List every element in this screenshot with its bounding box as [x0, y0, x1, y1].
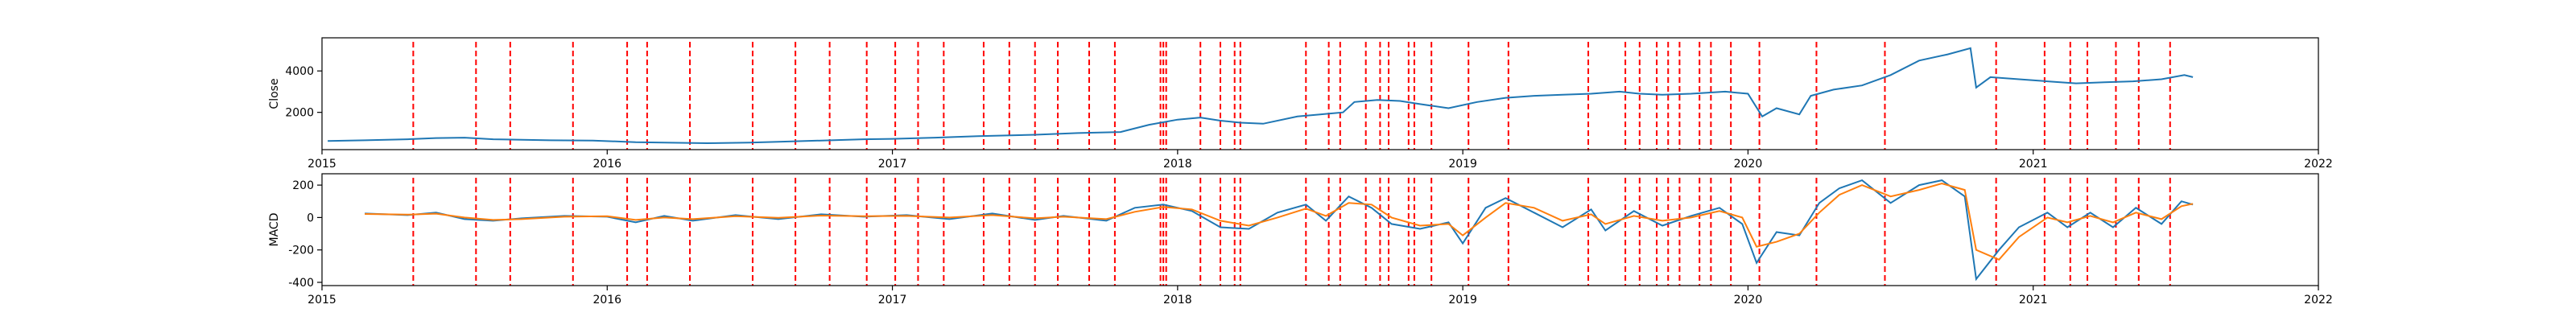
- x-tick-label: 2016: [592, 294, 621, 306]
- y-axis-label: MACD: [268, 213, 281, 247]
- axes-frame: [321, 173, 2319, 286]
- x-tick-label: 2022: [2304, 294, 2333, 306]
- close-price-panel: 2015 2016 2017 2018 2019 2020 2021 2022 2000 4000…: [268, 37, 2333, 171]
- x-tick-label: 2015: [308, 294, 336, 306]
- y-tick-label: 0: [307, 212, 314, 224]
- x-tick-label: 2015: [308, 158, 336, 171]
- series-line-0: [365, 179, 2194, 282]
- y-axis-label: Close: [268, 78, 281, 109]
- axes-frame: [321, 37, 2319, 150]
- y-tick-label: -200: [288, 245, 314, 257]
- x-tick-label: 2021: [2019, 294, 2048, 306]
- x-tick-label: 2019: [1448, 294, 1477, 306]
- x-tick-label: 2022: [2304, 158, 2333, 171]
- x-tick-label: 2016: [592, 158, 621, 171]
- x-tick-label: 2017: [878, 294, 907, 306]
- x-tick-label: 2020: [1734, 158, 1763, 171]
- y-tick-label: 2000: [285, 107, 314, 120]
- x-tick-label: 2019: [1448, 158, 1477, 171]
- x-tick-label: 2018: [1163, 294, 1192, 306]
- series-line-1: [365, 183, 2194, 261]
- x-tick-label: 2021: [2019, 158, 2048, 171]
- x-tick-label: 2017: [878, 158, 907, 171]
- x-tick-label: 2018: [1163, 158, 1192, 171]
- y-tick-label: 200: [292, 179, 314, 192]
- y-tick-label: 4000: [285, 65, 314, 78]
- x-tick-label: 2020: [1734, 294, 1763, 306]
- macd-panel: 2015 2016 2017 2018 2019 2020 2021 2022 -400 -200…: [268, 173, 2333, 306]
- y-tick-label: -400: [288, 277, 314, 290]
- series-line-0: [328, 47, 2194, 145]
